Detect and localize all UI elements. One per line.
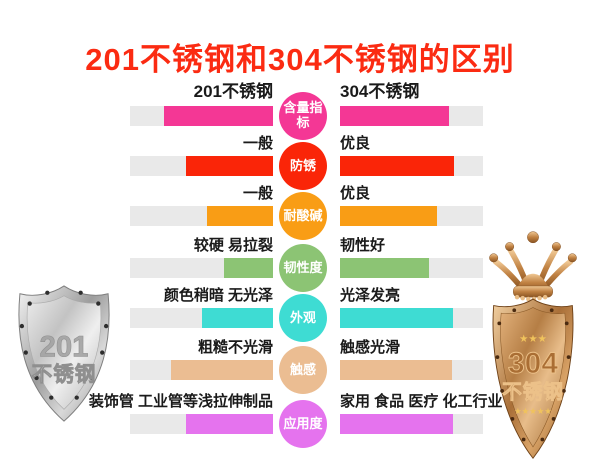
right-bar-track — [340, 308, 483, 328]
right-value-label: 304不锈钢 — [340, 82, 420, 101]
left-value-label: 较硬 易拉裂 — [193, 237, 273, 254]
category-badge: 应用度 — [279, 400, 327, 448]
right-bar-fill — [340, 258, 429, 278]
category-badge: 含量指标 — [279, 92, 327, 140]
left-bar-fill — [207, 206, 273, 226]
right-bar-fill — [340, 106, 449, 126]
shield-201-icon: 201 不锈钢 — [18, 285, 110, 422]
right-bar-track — [340, 414, 483, 434]
left-value-label: 一般 — [242, 135, 273, 152]
shield-304-stars-bottom: ★★★★★ — [514, 406, 552, 416]
left-bar-track — [130, 360, 273, 380]
shield-304-badge: ★★★ 304 不锈钢 ★★★★★ — [486, 226, 580, 462]
right-bar-track — [340, 206, 483, 226]
left-bar-track — [130, 156, 273, 176]
right-value-label: 触感光滑 — [340, 339, 401, 356]
shield-201-number: 201 — [39, 330, 88, 363]
left-value-label: 201不锈钢 — [193, 82, 273, 101]
category-label: 防锈 — [289, 157, 316, 173]
right-bar-track — [340, 258, 483, 278]
category-label: 应用度 — [283, 415, 323, 431]
category-badge: 防锈 — [279, 142, 327, 190]
shield-304-name: 不锈钢 — [502, 381, 564, 403]
shield-304-crown-icon: ★★★ 304 不锈钢 ★★★★★ — [489, 231, 577, 460]
shield-201-name: 不锈钢 — [32, 363, 97, 386]
category-label: 耐酸碱 — [283, 207, 323, 223]
category-label: 外观 — [289, 309, 316, 325]
shield-201-badge: 201 不锈钢 — [14, 282, 114, 427]
left-value-label: 颜色稍暗 无光泽 — [163, 287, 273, 304]
right-bar-track — [340, 106, 483, 126]
category-badge: 韧性度 — [279, 244, 327, 292]
right-value-label: 家用 食品 医疗 化工行业 — [340, 393, 503, 410]
left-bar-fill — [171, 360, 273, 380]
right-bar-track — [340, 360, 483, 380]
right-value-label: 优良 — [340, 185, 371, 202]
category-label: 韧性度 — [283, 259, 323, 275]
shield-304-stars-top: ★★★ — [519, 334, 547, 345]
left-bar-track — [130, 206, 273, 226]
category-label: 触感 — [289, 361, 316, 377]
right-bar-fill — [340, 156, 455, 176]
left-bar-fill — [164, 106, 273, 126]
left-bar-fill — [185, 156, 273, 176]
left-bar-fill — [185, 414, 273, 434]
left-bar-track — [130, 258, 273, 278]
left-bar-track — [130, 308, 273, 328]
shield-304-number: 304 — [508, 347, 558, 380]
category-badge: 耐酸碱 — [279, 192, 327, 240]
right-bar-fill — [340, 414, 453, 434]
right-bar-fill — [340, 308, 453, 328]
right-value-label: 光泽发亮 — [340, 287, 401, 304]
category-label: 含量指标 — [283, 100, 323, 130]
left-bar-track — [130, 106, 273, 126]
left-value-label: 装饰管 工业管等浅拉伸制品 — [88, 393, 273, 410]
page-title: 201不锈钢和304不锈钢的区别 — [85, 42, 515, 77]
category-badge: 外观 — [279, 294, 327, 342]
left-bar-track — [130, 414, 273, 434]
left-value-label: 一般 — [242, 185, 273, 202]
right-value-label: 韧性好 — [340, 237, 386, 254]
left-bar-fill — [224, 258, 273, 278]
left-value-label: 粗糙不光滑 — [197, 339, 273, 356]
category-badge: 触感 — [279, 346, 327, 394]
left-bar-fill — [201, 308, 273, 328]
right-bar-fill — [340, 360, 452, 380]
right-value-label: 优良 — [340, 135, 371, 152]
right-bar-track — [340, 156, 483, 176]
right-bar-fill — [340, 206, 438, 226]
